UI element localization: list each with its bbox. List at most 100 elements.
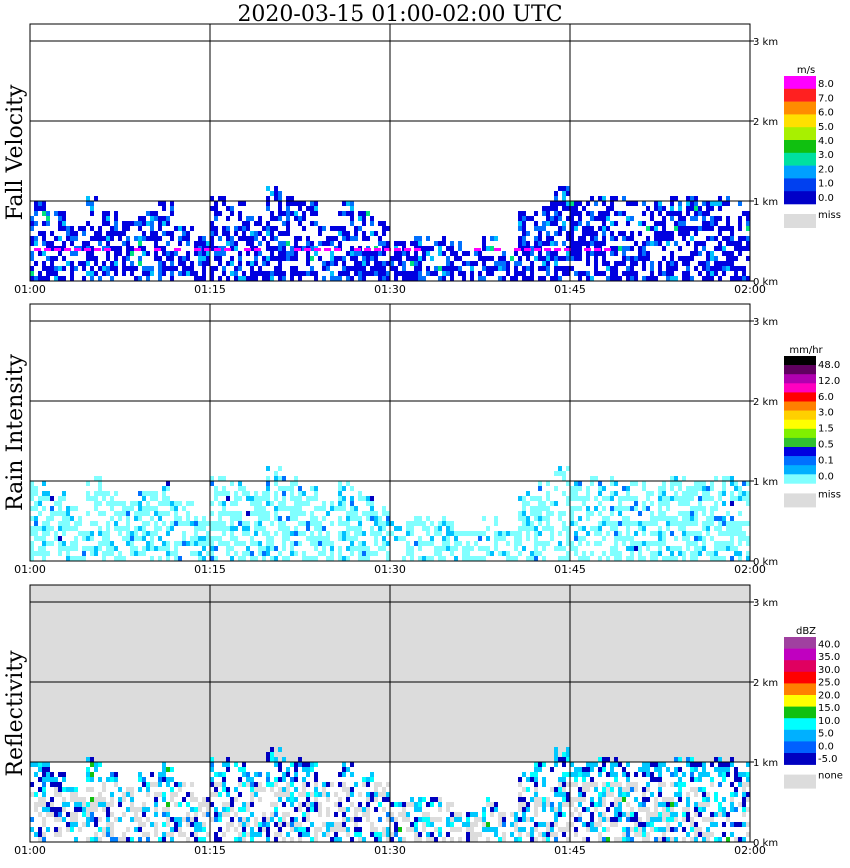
echo-cell xyxy=(646,506,650,511)
echo-cell xyxy=(590,226,594,231)
echo-cell xyxy=(222,782,226,787)
echo-cell xyxy=(234,501,238,506)
echo-cell xyxy=(266,491,270,496)
echo-cell xyxy=(714,546,718,551)
echo-cell xyxy=(742,246,746,251)
echo-cell xyxy=(722,486,726,491)
echo-cell xyxy=(646,496,650,501)
echo-cell xyxy=(458,531,462,536)
echo-cell xyxy=(318,521,322,526)
echo-cell xyxy=(378,221,382,226)
echo-cell xyxy=(590,196,594,201)
echo-cell xyxy=(630,256,634,261)
echo-cell xyxy=(662,782,666,787)
echo-cell xyxy=(362,531,366,536)
echo-cell xyxy=(554,251,558,256)
echo-cell xyxy=(722,767,726,772)
echo-cell xyxy=(238,496,242,501)
echo-cell xyxy=(266,551,270,556)
echo-cell xyxy=(210,521,214,526)
echo-cell xyxy=(218,511,222,516)
echo-cell xyxy=(682,516,686,521)
echo-cell xyxy=(746,792,750,797)
echo-cell xyxy=(746,236,750,241)
echo-cell xyxy=(358,807,362,812)
echo-cell xyxy=(402,837,406,842)
echo-cell xyxy=(258,241,262,246)
echo-cell xyxy=(182,782,186,787)
echo-cell xyxy=(586,201,590,206)
echo-cell xyxy=(426,516,430,521)
echo-cell xyxy=(534,256,538,261)
echo-cell xyxy=(234,787,238,792)
echo-cell xyxy=(610,817,614,822)
echo-cell xyxy=(634,541,638,546)
echo-cell xyxy=(74,807,78,812)
echo-cell xyxy=(542,276,546,281)
echo-cell xyxy=(318,802,322,807)
echo-cell xyxy=(638,521,642,526)
echo-cell xyxy=(462,546,466,551)
echo-cell xyxy=(534,802,538,807)
echo-cell xyxy=(434,266,438,271)
echo-cell xyxy=(90,762,94,767)
echo-cell xyxy=(70,261,74,266)
melting-layer-mark xyxy=(34,248,41,251)
echo-cell xyxy=(666,506,670,511)
echo-cell xyxy=(382,266,386,271)
echo-cell xyxy=(54,511,58,516)
echo-cell xyxy=(42,241,46,246)
echo-cell xyxy=(298,496,302,501)
echo-cell xyxy=(622,827,626,832)
echo-cell xyxy=(538,797,542,802)
echo-cell xyxy=(322,266,326,271)
echo-cell xyxy=(522,276,526,281)
echo-cell xyxy=(718,546,722,551)
echo-cell xyxy=(538,551,542,556)
echo-cell xyxy=(722,481,726,486)
echo-cell xyxy=(386,531,390,536)
echo-cell xyxy=(270,251,274,256)
echo-cell xyxy=(582,496,586,501)
echo-cell xyxy=(406,802,410,807)
echo-cell xyxy=(182,817,186,822)
echo-cell xyxy=(614,271,618,276)
echo-cell xyxy=(682,236,686,241)
echo-cell xyxy=(34,211,38,216)
echo-cell xyxy=(230,797,234,802)
echo-cell xyxy=(554,231,558,236)
echo-cell xyxy=(406,817,410,822)
echo-cell xyxy=(214,226,218,231)
echo-cell xyxy=(550,241,554,246)
echo-cell xyxy=(514,812,518,817)
echo-cell xyxy=(374,516,378,521)
echo-cell xyxy=(238,261,242,266)
echo-cell xyxy=(310,837,314,842)
echo-cell xyxy=(202,546,206,551)
colorbar-swatch xyxy=(784,437,816,448)
echo-cell xyxy=(722,822,726,827)
echo-cell xyxy=(70,236,74,241)
echo-cell xyxy=(114,556,118,561)
echo-cell xyxy=(298,221,302,226)
echo-cell xyxy=(666,767,670,772)
colorbar-label: 25.0 xyxy=(818,678,840,689)
echo-cell xyxy=(690,516,694,521)
echo-cell xyxy=(462,551,466,556)
echo-cell xyxy=(102,782,106,787)
echo-cell xyxy=(446,261,450,266)
echo-cell xyxy=(86,221,90,226)
echo-cell xyxy=(258,832,262,837)
echo-cell xyxy=(142,802,146,807)
echo-cell xyxy=(106,812,110,817)
echo-cell xyxy=(682,261,686,266)
echo-cell xyxy=(482,516,486,521)
echo-cell xyxy=(674,817,678,822)
echo-cell xyxy=(522,501,526,506)
echo-cell xyxy=(646,276,650,281)
echo-cell xyxy=(114,817,118,822)
melting-layer-mark xyxy=(204,248,211,251)
echo-cell xyxy=(658,767,662,772)
echo-cell xyxy=(534,551,538,556)
echo-cell xyxy=(538,496,542,501)
